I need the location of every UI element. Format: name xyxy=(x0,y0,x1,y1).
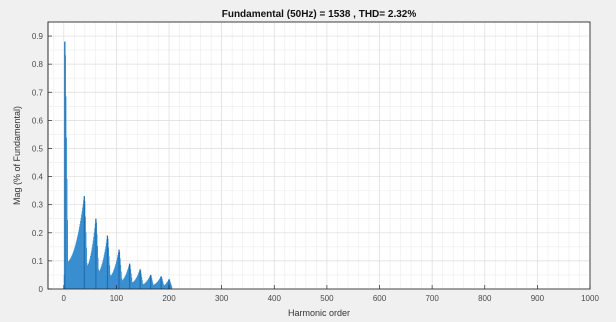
x-tick-label: 1000 xyxy=(581,294,599,303)
x-tick-label: 400 xyxy=(268,294,282,303)
x-tick-label: 100 xyxy=(110,294,124,303)
y-tick-label: 0.3 xyxy=(32,201,44,210)
x-tick-label: 0 xyxy=(62,294,67,303)
plot-area xyxy=(47,21,591,290)
minor-grid xyxy=(48,21,590,289)
x-tick-label: 200 xyxy=(162,294,176,303)
y-axis-ticks: 0 0.1 0.2 0.3 0.4 0.5 0.6 0.7 0.8 0.9 xyxy=(32,32,52,294)
x-tick-label: 800 xyxy=(478,294,492,303)
y-tick-label: 0.1 xyxy=(32,257,44,266)
y-tick-label: 0.5 xyxy=(32,144,44,153)
y-tick-label: 0.7 xyxy=(32,88,44,97)
x-tick-label: 900 xyxy=(531,294,545,303)
y-tick-label: 0.2 xyxy=(32,229,44,238)
y-tick-label: 0.9 xyxy=(32,32,44,41)
major-grid xyxy=(48,22,591,290)
x-tick-label: 700 xyxy=(425,294,439,303)
y-tick-label: 0.8 xyxy=(32,60,44,69)
x-axis-ticks: 0 100 200 300 400 500 600 700 800 900 1000 xyxy=(62,285,599,303)
y-tick-label: 0.4 xyxy=(32,173,44,182)
plot-frame xyxy=(47,21,591,290)
y-tick-label: 0.6 xyxy=(32,116,44,125)
x-tick-label: 300 xyxy=(215,294,229,303)
y-tick-label: 0 xyxy=(39,285,44,294)
chart-title: Fundamental (50Hz) = 1538 , THD= 2.32% xyxy=(222,9,417,20)
harmonic-bars xyxy=(63,41,173,289)
x-axis-title: Harmonic order xyxy=(288,308,350,318)
y-axis-title: Mag (% of Fundamental) xyxy=(12,106,22,205)
x-tick-label: 500 xyxy=(320,294,334,303)
x-tick-label: 600 xyxy=(373,294,387,303)
